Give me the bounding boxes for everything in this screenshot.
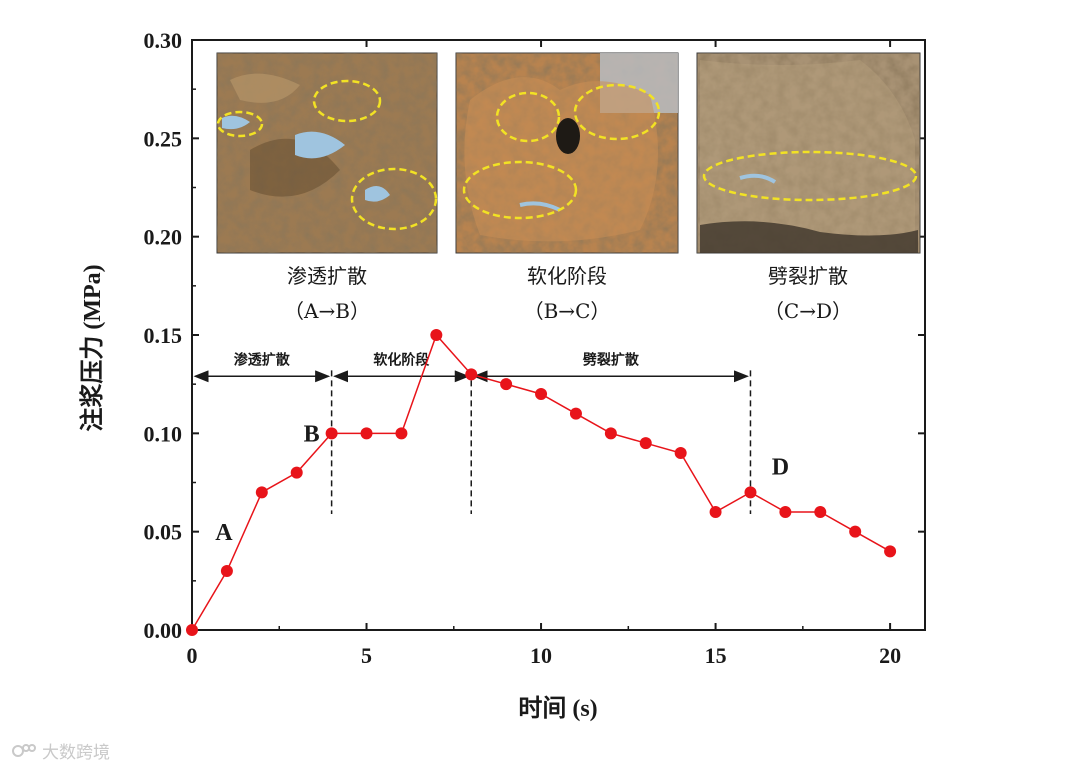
y-axis: 0.00 0.05 0.10 0.15 0.20 0.25 0.30 xyxy=(144,28,925,643)
photo-caption-2: 软化阶段 xyxy=(527,264,607,288)
data-point xyxy=(779,506,792,518)
photo-panel-3 xyxy=(696,52,921,254)
x-tick-label: 10 xyxy=(530,643,552,668)
data-point xyxy=(186,624,198,636)
watermark: 大数跨境 xyxy=(12,738,110,763)
x-tick-label: 0 xyxy=(187,643,198,668)
data-point xyxy=(255,486,268,499)
data-point xyxy=(290,466,303,479)
point-label: D xyxy=(772,454,789,480)
x-tick-label: 5 xyxy=(361,643,372,668)
data-point xyxy=(325,427,338,440)
photo-caption-2-sub: （B→C） xyxy=(524,299,611,323)
x-axis-title: 时间 (s) xyxy=(518,695,597,722)
y-tick-label: 0.10 xyxy=(144,421,183,446)
watermark-text: 大数跨境 xyxy=(42,743,110,763)
series-line xyxy=(191,333,891,631)
photo-caption-3-sub: （C→D） xyxy=(764,299,852,323)
data-point xyxy=(465,368,478,381)
y-tick-label: 0.25 xyxy=(144,126,183,151)
y-tick-label: 0.05 xyxy=(144,520,183,545)
phase-dividers xyxy=(330,370,752,514)
watermark-logo-icon xyxy=(12,743,36,757)
data-point xyxy=(569,407,582,420)
data-point xyxy=(535,388,548,400)
data-point xyxy=(884,545,897,558)
phase-label: 劈裂扩散 xyxy=(582,351,640,368)
data-point xyxy=(744,486,757,499)
photo-panel-2 xyxy=(455,52,679,254)
data-point xyxy=(639,437,652,450)
x-tick-label: 15 xyxy=(705,643,727,668)
data-point xyxy=(604,427,617,440)
data-point xyxy=(814,506,827,518)
data-point xyxy=(395,427,408,440)
data-point xyxy=(674,447,687,459)
data-point xyxy=(709,506,722,518)
point-label: A xyxy=(215,520,233,546)
x-tick-label: 20 xyxy=(879,643,901,668)
y-tick-label: 0.00 xyxy=(144,618,183,643)
pressure-series xyxy=(186,329,897,636)
data-point xyxy=(849,525,862,538)
phase-annotations: 渗透扩散 软化阶段 劈裂扩散 xyxy=(193,351,749,383)
point-label: B xyxy=(304,421,320,447)
y-tick-label: 0.20 xyxy=(144,225,183,250)
phase-label: 软化阶段 xyxy=(373,351,429,368)
photo-caption-1-sub: （A→B） xyxy=(284,299,370,323)
data-point xyxy=(500,378,513,391)
y-tick-label: 0.15 xyxy=(144,323,183,348)
y-axis-title: 注浆压力 (MPa) xyxy=(78,264,106,431)
phase-label: 渗透扩散 xyxy=(234,351,291,368)
photo-panel-1 xyxy=(216,52,438,254)
data-point xyxy=(220,565,233,577)
point-labels: A B D xyxy=(215,421,789,546)
data-point xyxy=(430,329,443,341)
x-axis: 0 5 10 15 20 xyxy=(187,40,901,668)
photo-caption-3: 劈裂扩散 xyxy=(768,264,848,288)
data-point xyxy=(360,427,373,440)
y-tick-label: 0.30 xyxy=(144,28,183,53)
photo-caption-1: 渗透扩散 xyxy=(287,264,367,288)
